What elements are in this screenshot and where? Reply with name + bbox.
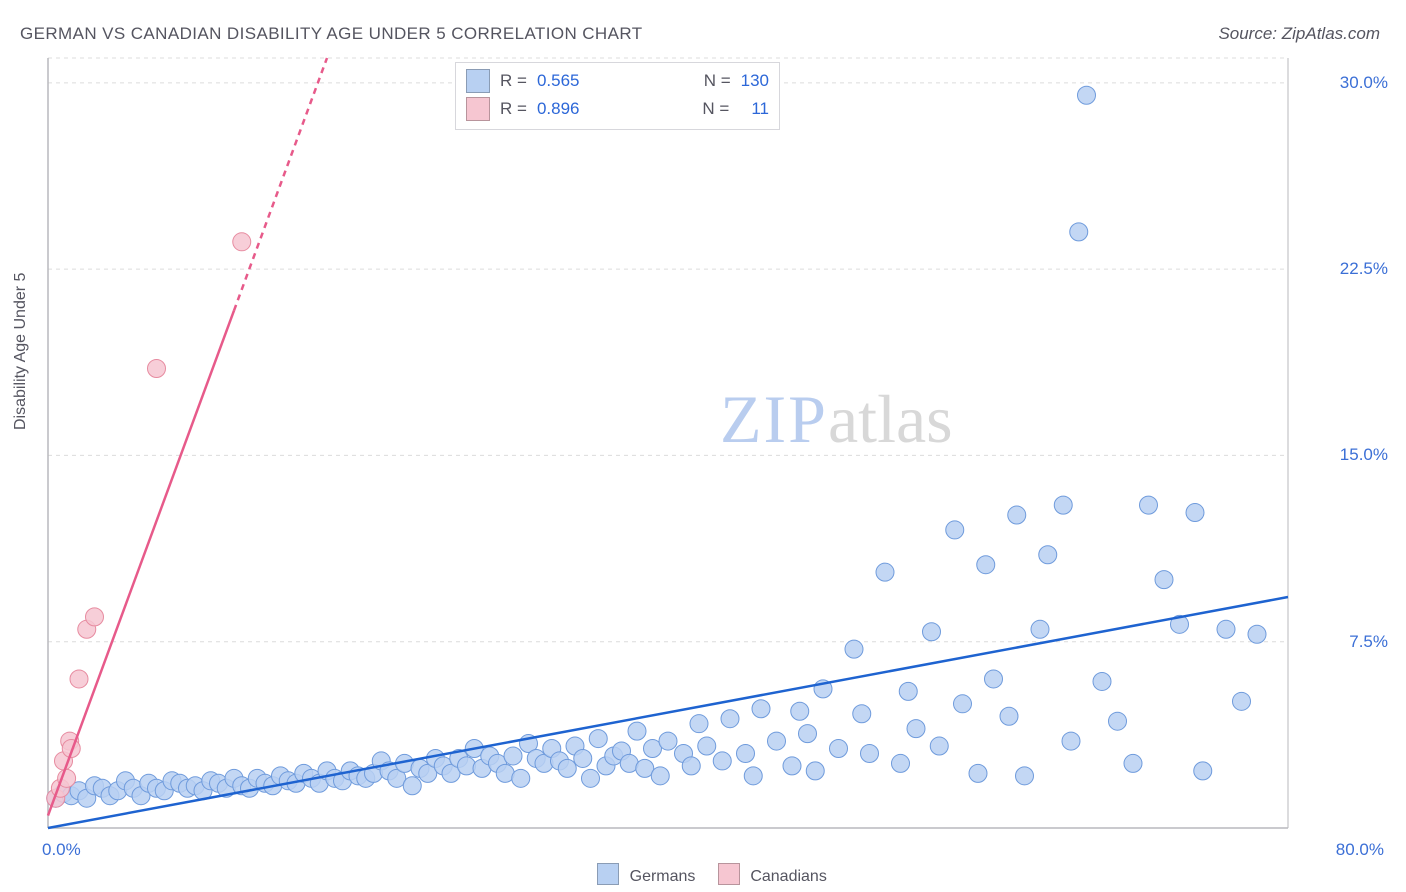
x-tick-label: 80.0% [1336, 840, 1384, 860]
x-tick-label: 0.0% [42, 840, 81, 860]
series-legend: Germans Canadians [0, 863, 1406, 886]
y-tick-label: 30.0% [1340, 73, 1388, 93]
legend-label-N: N = [704, 71, 731, 91]
legend-label-germans: Germans [630, 868, 696, 885]
legend-label-N: N = [702, 99, 729, 119]
correlation-legend: R = 0.565 N = 130 R = 0.896 N = 11 [455, 62, 780, 130]
legend-row-germans: R = 0.565 N = 130 [466, 67, 769, 95]
legend-value-N-germans: 130 [741, 71, 769, 91]
y-tick-label: 15.0% [1340, 445, 1388, 465]
y-tick-label: 7.5% [1349, 632, 1388, 652]
legend-label-canadians: Canadians [750, 868, 827, 885]
legend-value-R-canadians: 0.896 [537, 99, 580, 119]
legend-swatch-canadians [466, 97, 490, 121]
legend-row-canadians: R = 0.896 N = 11 [466, 95, 769, 123]
legend-label-R: R = [500, 99, 527, 119]
legend-value-R-germans: 0.565 [537, 71, 580, 91]
y-tick-label: 22.5% [1340, 259, 1388, 279]
legend-value-N-canadians: 11 [739, 99, 769, 119]
legend-swatch-germans-bottom [597, 863, 619, 885]
scatter-plot [0, 0, 1406, 892]
legend-swatch-germans [466, 69, 490, 93]
legend-swatch-canadians-bottom [718, 863, 740, 885]
legend-label-R: R = [500, 71, 527, 91]
